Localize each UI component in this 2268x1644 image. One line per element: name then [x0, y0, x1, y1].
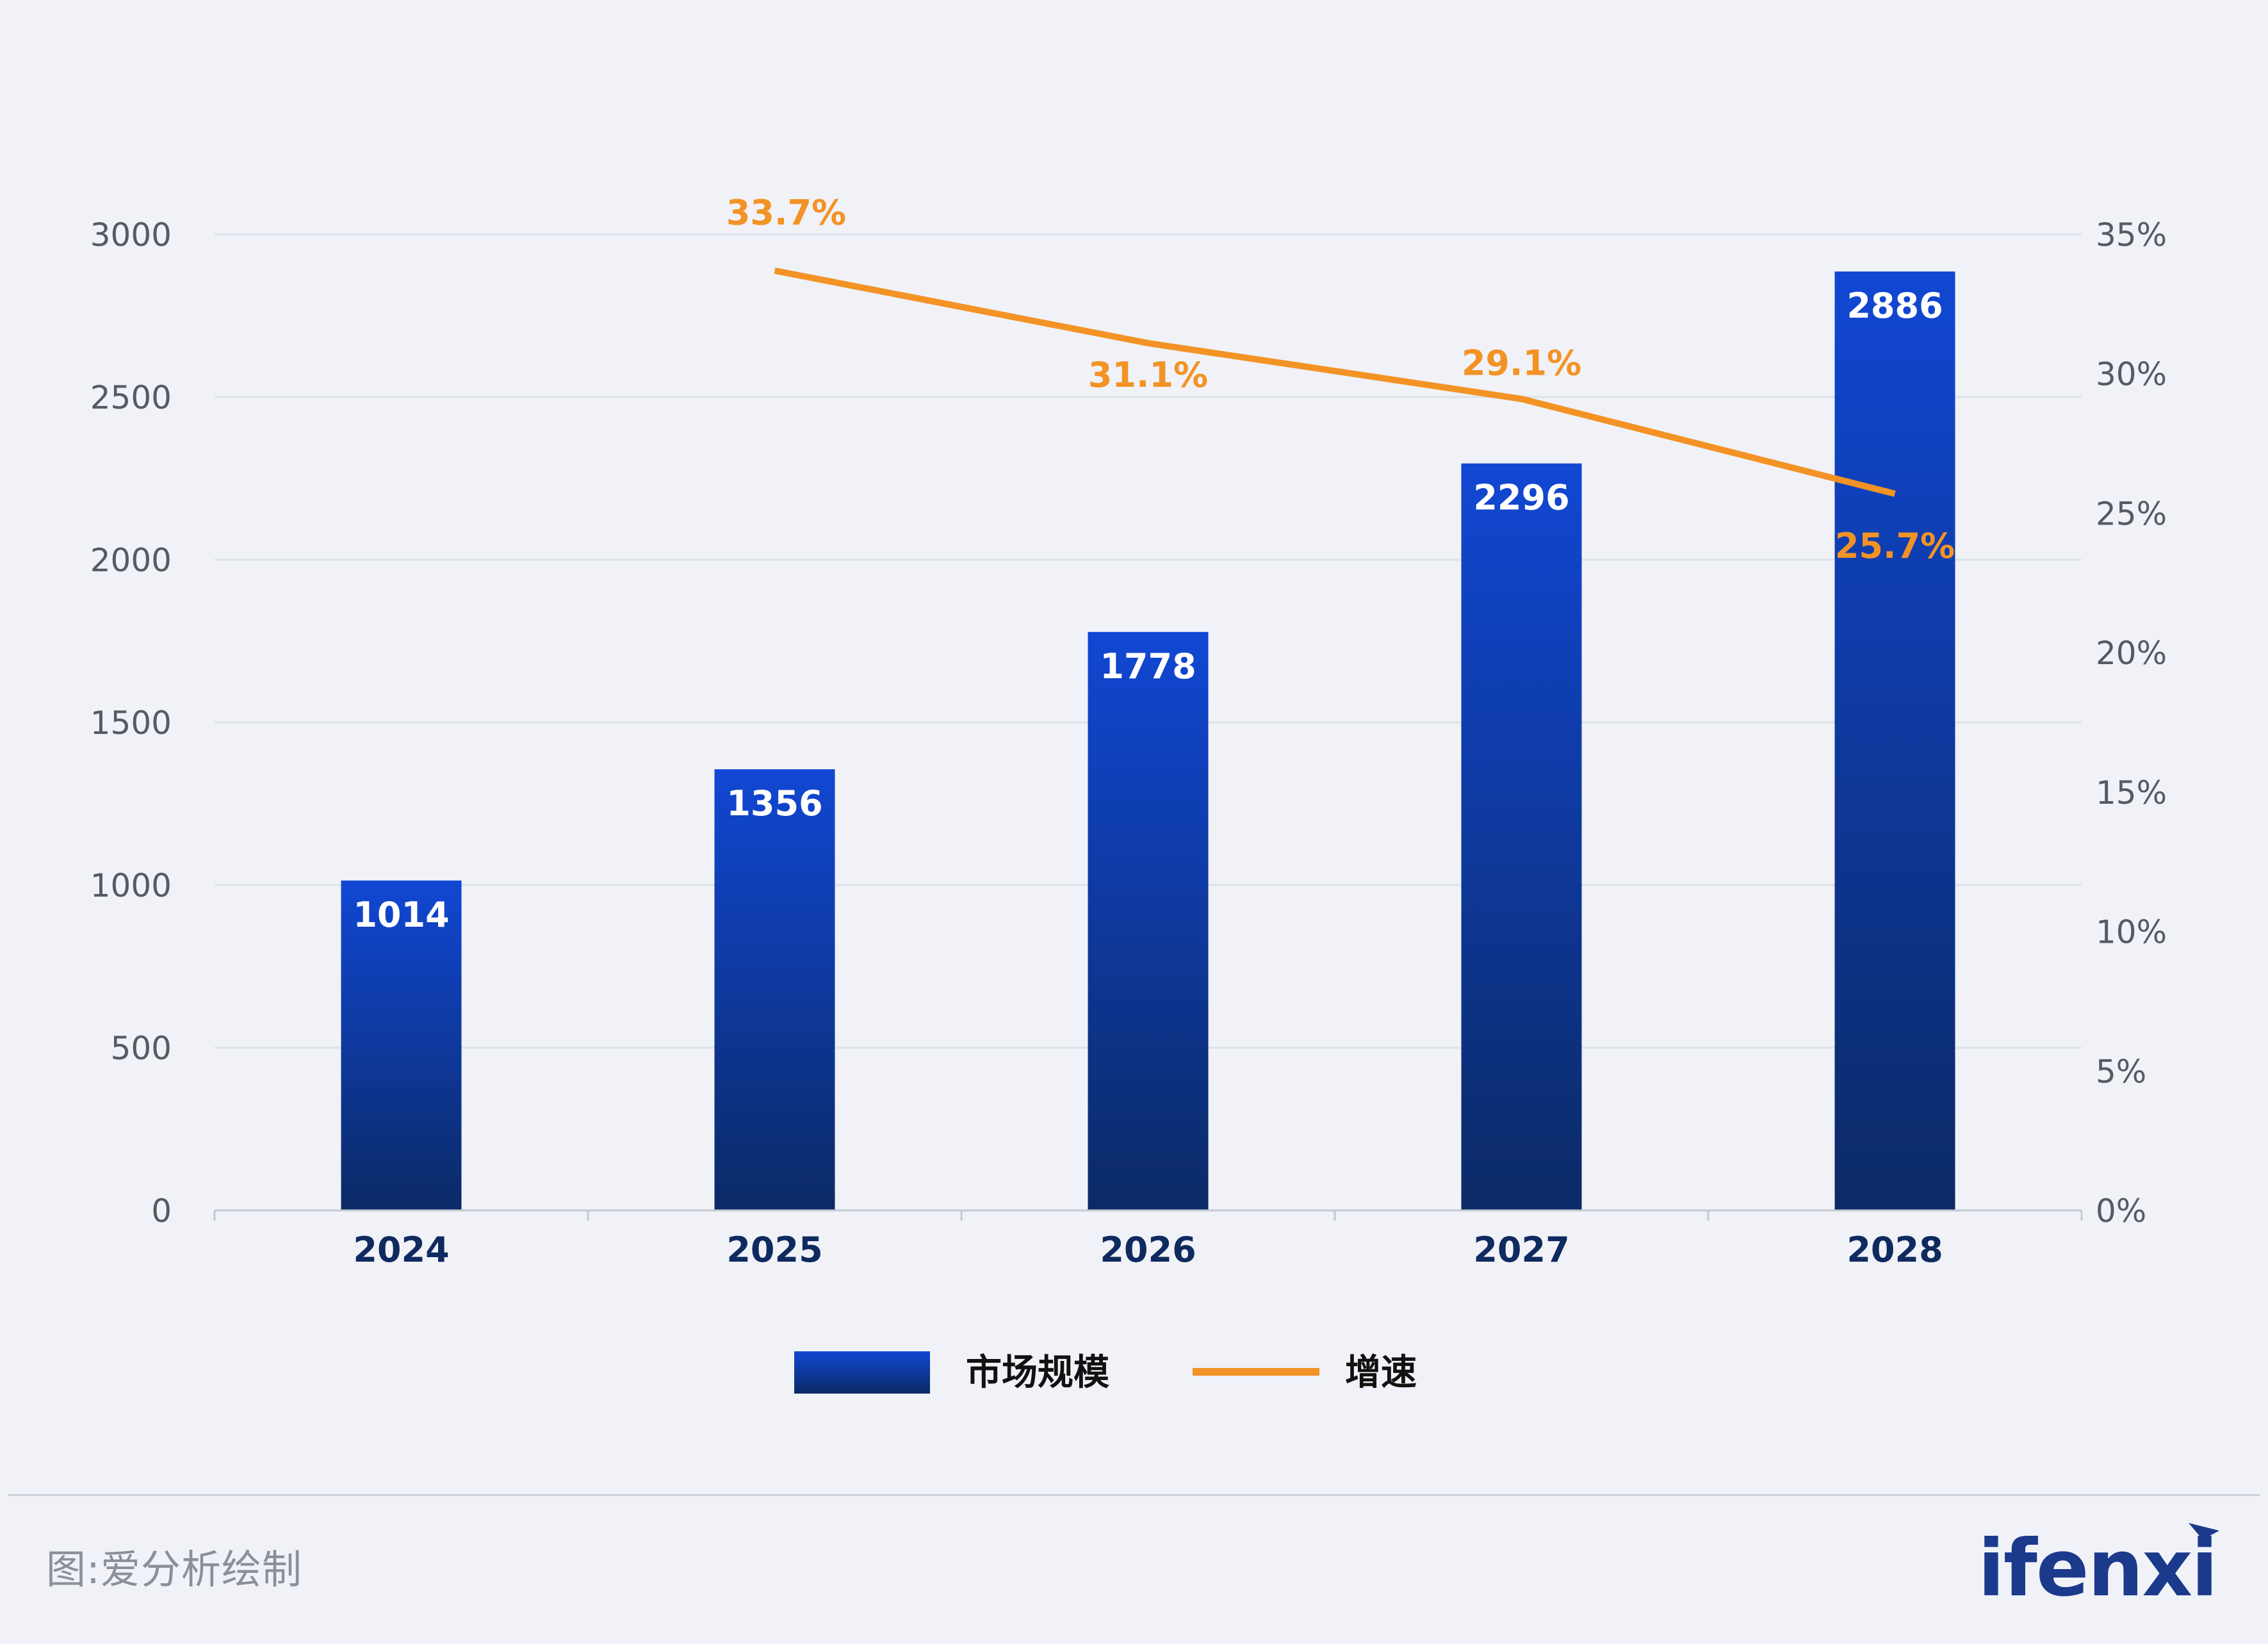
right-tick-label: 25% — [2096, 495, 2167, 532]
growth-line-layer: 33.7% 31.1% 29.1% 25.7% — [726, 193, 1955, 566]
x-axis: 2024 2025 2026 2027 2028 — [213, 1209, 2083, 1270]
left-tick-label: 2500 — [90, 379, 172, 416]
x-tick-label: 2025 — [726, 1230, 822, 1270]
left-tick-label: 1500 — [90, 704, 172, 742]
bar-value-label: 1014 — [353, 895, 449, 935]
right-tick-label: 35% — [2096, 216, 2167, 254]
right-tick-label: 30% — [2096, 356, 2167, 393]
x-tick-label: 2027 — [1473, 1230, 1569, 1270]
x-tick-label: 2026 — [1100, 1230, 1196, 1270]
bar — [1088, 631, 1209, 1210]
growth-value-label: 31.1% — [1088, 355, 1208, 395]
source-note: 图:爱分析绘制 — [46, 1546, 302, 1593]
growth-value-label: 25.7% — [1835, 526, 1955, 566]
left-tick-label: 3000 — [90, 216, 172, 254]
footer-divider — [8, 1494, 2260, 1496]
left-tick-label: 500 — [111, 1030, 172, 1067]
right-tick-label: 5% — [2096, 1053, 2146, 1090]
bar-value-label: 1356 — [726, 783, 822, 824]
right-tick-label: 15% — [2096, 774, 2167, 811]
growth-value-label: 33.7% — [726, 193, 846, 233]
brand-wordmark: ifenxi — [1977, 1523, 2218, 1614]
right-tick-label: 10% — [2096, 914, 2167, 951]
legend: 市场规模 增速 — [794, 1351, 1417, 1394]
left-tick-label: 2000 — [90, 542, 172, 579]
x-tick-label: 2024 — [353, 1230, 449, 1270]
growth-line — [774, 267, 1896, 497]
bars: 1014 1356 1778 2296 2886 — [341, 271, 1955, 1210]
bar — [1834, 271, 1955, 1210]
left-axis-ticks: 0 500 1000 1500 2000 2500 3000 — [90, 216, 172, 1230]
brand-arrow-icon — [2189, 1523, 2219, 1540]
legend-bar-label: 市场规模 — [966, 1352, 1109, 1394]
x-tick-label: 2028 — [1847, 1230, 1943, 1270]
legend-bar-swatch — [794, 1351, 930, 1394]
legend-line-label: 增速 — [1345, 1352, 1417, 1394]
bar — [714, 769, 835, 1210]
bar — [1461, 463, 1582, 1210]
growth-value-label: 29.1% — [1462, 343, 1581, 384]
left-tick-label: 1000 — [90, 867, 172, 904]
brand-logo: ifenxi — [1977, 1518, 2219, 1614]
right-tick-label: 20% — [2096, 635, 2167, 672]
bar-value-label: 1778 — [1100, 646, 1196, 687]
bar-value-label: 2296 — [1473, 478, 1569, 518]
bar — [341, 880, 462, 1210]
right-axis-ticks: 0% 5% 10% 15% 20% 25% 30% 35% — [2096, 216, 2167, 1230]
right-tick-label: 0% — [2096, 1192, 2146, 1230]
bar-value-label: 2886 — [1847, 286, 1943, 326]
left-tick-label: 0 — [151, 1192, 172, 1230]
